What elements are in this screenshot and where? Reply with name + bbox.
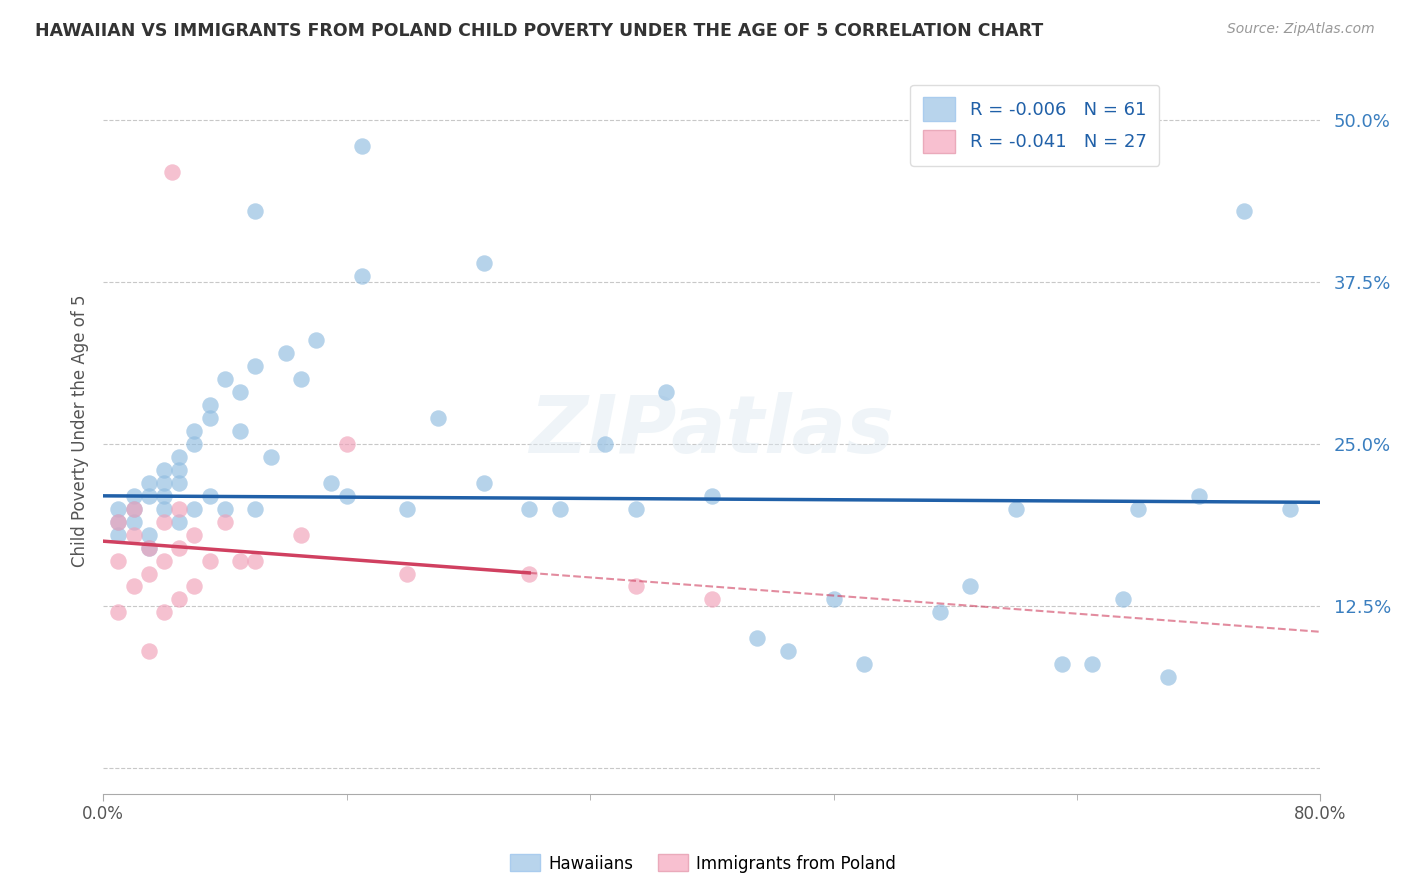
Point (122, 489, 145, 503)
Point (167, 450, 190, 464)
Point (138, 566, 160, 581)
Point (1111, 592, 1133, 607)
Point (1050, 657, 1073, 672)
Point (229, 385, 252, 400)
Point (160, 165, 183, 179)
Point (138, 527, 160, 541)
Point (229, 424, 252, 438)
Legend: Hawaiians, Immigrants from Poland: Hawaiians, Immigrants from Poland (503, 847, 903, 880)
Point (245, 204, 267, 219)
Point (396, 566, 419, 581)
Point (167, 592, 190, 607)
Point (700, 592, 723, 607)
Point (153, 606, 176, 620)
Point (336, 437, 359, 451)
Point (929, 606, 952, 620)
Point (245, 553, 267, 567)
Point (259, 450, 281, 464)
Point (274, 346, 297, 360)
Point (138, 644, 160, 658)
Text: HAWAIIAN VS IMMIGRANTS FROM POLAND CHILD POVERTY UNDER THE AGE OF 5 CORRELATION : HAWAIIAN VS IMMIGRANTS FROM POLAND CHILD… (35, 22, 1043, 40)
Point (153, 489, 176, 503)
Point (107, 501, 129, 516)
Point (167, 463, 190, 477)
Point (350, 268, 373, 283)
Point (1005, 501, 1028, 516)
Point (183, 501, 205, 516)
Point (245, 359, 267, 374)
Point (229, 553, 252, 567)
Point (122, 579, 145, 593)
Point (396, 501, 419, 516)
Text: ZIPatlas: ZIPatlas (529, 392, 894, 470)
Point (167, 541, 190, 555)
Point (290, 372, 312, 386)
Point (472, 256, 495, 270)
Point (548, 501, 571, 516)
Y-axis label: Child Poverty Under the Age of 5: Child Poverty Under the Age of 5 (72, 295, 89, 567)
Point (214, 515, 236, 529)
Point (959, 579, 981, 593)
Point (305, 334, 328, 348)
Point (138, 489, 160, 503)
Point (198, 489, 221, 503)
Point (321, 475, 343, 490)
Point (122, 501, 145, 516)
Point (183, 437, 205, 451)
Point (472, 475, 495, 490)
Point (624, 579, 647, 593)
Point (107, 606, 129, 620)
Point (198, 398, 221, 412)
Point (700, 489, 723, 503)
Point (1233, 204, 1256, 219)
Point (183, 424, 205, 438)
Point (517, 566, 540, 581)
Point (655, 385, 678, 400)
Point (183, 527, 205, 541)
Point (167, 475, 190, 490)
Point (517, 501, 540, 516)
Point (107, 515, 129, 529)
Point (776, 644, 799, 658)
Point (852, 657, 875, 672)
Point (153, 501, 176, 516)
Point (107, 527, 129, 541)
Point (1157, 670, 1180, 684)
Point (198, 411, 221, 425)
Point (426, 411, 449, 425)
Point (107, 553, 129, 567)
Point (122, 515, 145, 529)
Text: Source: ZipAtlas.com: Source: ZipAtlas.com (1227, 22, 1375, 37)
Point (747, 632, 769, 646)
Point (153, 475, 176, 490)
Point (153, 515, 176, 529)
Point (214, 372, 236, 386)
Point (214, 501, 236, 516)
Point (1081, 657, 1104, 672)
Point (138, 541, 160, 555)
Point (138, 541, 160, 555)
Point (290, 527, 312, 541)
Point (153, 463, 176, 477)
Point (138, 475, 160, 490)
Point (245, 501, 267, 516)
Point (624, 501, 647, 516)
Point (336, 489, 359, 503)
Point (1278, 501, 1301, 516)
Point (593, 437, 616, 451)
Point (122, 527, 145, 541)
Point (350, 139, 373, 153)
Point (167, 515, 190, 529)
Point (1188, 489, 1211, 503)
Point (198, 553, 221, 567)
Point (1126, 501, 1149, 516)
Point (823, 592, 845, 607)
Point (153, 553, 176, 567)
Point (122, 501, 145, 516)
Legend: R = -0.006   N = 61, R = -0.041   N = 27: R = -0.006 N = 61, R = -0.041 N = 27 (910, 85, 1159, 166)
Point (167, 501, 190, 516)
Point (107, 515, 129, 529)
Point (183, 579, 205, 593)
